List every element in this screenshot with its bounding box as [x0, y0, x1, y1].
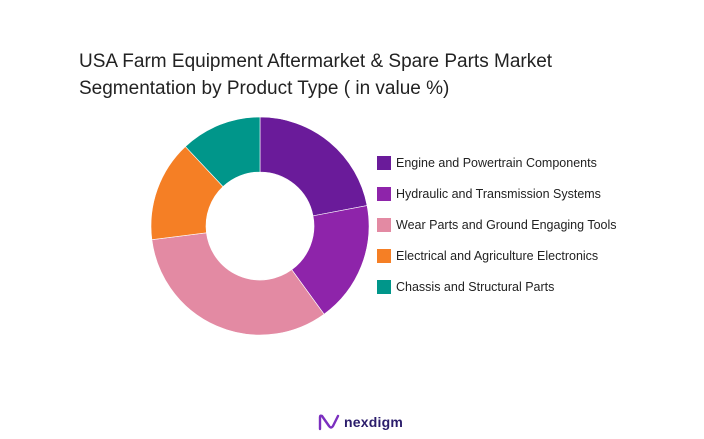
donut-slice-5: [184, 116, 261, 188]
legend-swatch: [377, 156, 391, 170]
donut-slice-2: [291, 205, 370, 315]
legend-label: Chassis and Structural Parts: [396, 280, 555, 294]
legend-item-3: Wear Parts and Ground Engaging Tools: [377, 215, 697, 246]
donut-slice-1: [259, 116, 368, 217]
chart-title: USA Farm Equipment Aftermarket & Spare P…: [79, 48, 679, 102]
legend-swatch: [377, 187, 391, 201]
legend-swatch: [377, 249, 391, 263]
chart-title-line-1: USA Farm Equipment Aftermarket & Spare P…: [79, 51, 553, 72]
legend-swatch: [377, 280, 391, 294]
legend-item-2: Hydraulic and Transmission Systems: [377, 184, 697, 215]
brand-name: nexdigm: [344, 414, 403, 430]
legend-label: Wear Parts and Ground Engaging Tools: [396, 218, 617, 232]
legend-label: Electrical and Agriculture Electronics: [396, 249, 599, 263]
donut-slice-3: [151, 232, 325, 336]
chart-title-line-2: Segmentation by Product Type ( in value …: [79, 78, 450, 99]
legend-swatch: [377, 218, 391, 232]
legend-item-1: Engine and Powertrain Components: [377, 153, 697, 184]
legend-item-5: Chassis and Structural Parts: [377, 277, 697, 308]
legend-label: Hydraulic and Transmission Systems: [396, 187, 601, 201]
nexdigm-logo-icon: [318, 414, 340, 431]
legend-item-4: Electrical and Agriculture Electronics: [377, 246, 697, 277]
chart-legend: Engine and Powertrain Components Hydrauli…: [377, 153, 697, 308]
brand-logo: nexdigm: [318, 413, 403, 431]
legend-label: Engine and Powertrain Components: [396, 156, 597, 170]
